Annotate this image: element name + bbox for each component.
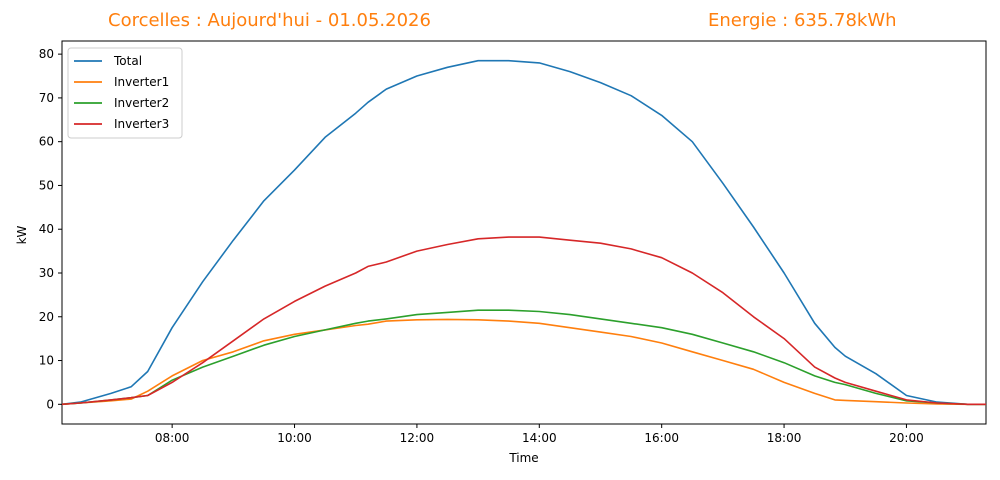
y-tick-label: 0: [46, 397, 54, 411]
y-tick-label: 80: [39, 47, 54, 61]
y-tick: 0: [46, 397, 62, 411]
series-line-total: [61, 59, 986, 406]
y-tick: 60: [39, 135, 62, 149]
series-line-inverter1: [61, 318, 986, 406]
legend-box: [67, 47, 183, 139]
x-tick: 16:00: [644, 424, 679, 445]
y-tick-label: 50: [39, 178, 54, 192]
x-tick: 18:00: [767, 424, 802, 445]
y-tick: 40: [39, 222, 62, 236]
x-tick: 10:00: [277, 424, 312, 445]
series-line-inverter2: [61, 309, 986, 406]
y-tick-label: 70: [39, 91, 54, 105]
legend-label: Total: [113, 54, 142, 68]
x-tick: 08:00: [155, 424, 190, 445]
y-tick-label: 10: [39, 354, 54, 368]
y-tick-label: 20: [39, 310, 54, 324]
y-tick: 70: [39, 91, 62, 105]
chart-title-right: Energie : 635.78kWh: [708, 10, 897, 31]
x-tick-label: 10:00: [277, 431, 312, 445]
x-tick-label: 18:00: [767, 431, 802, 445]
x-tick-label: 08:00: [155, 431, 190, 445]
y-tick: 10: [39, 354, 62, 368]
x-tick-label: 20:00: [889, 431, 924, 445]
x-tick-label: 14:00: [522, 431, 557, 445]
y-tick: 80: [39, 47, 62, 61]
plot-area: [61, 40, 987, 425]
legend-label: Inverter3: [114, 117, 169, 131]
y-axis-label: kW: [15, 225, 29, 244]
x-tick-label: 12:00: [400, 431, 435, 445]
series-line-inverter3: [61, 236, 986, 406]
x-axis-label: Time: [508, 451, 538, 465]
y-tick: 50: [39, 178, 62, 192]
legend-item-inverter2: Inverter2: [74, 96, 169, 110]
y-tick: 20: [39, 310, 62, 324]
y-tick-label: 40: [39, 222, 54, 236]
legend-label: Inverter1: [114, 75, 169, 89]
x-tick: 12:00: [400, 424, 435, 445]
legend-item-total: Total: [74, 54, 142, 68]
chart-title-left: Corcelles : Aujourd'hui - 01.05.2026: [108, 10, 431, 31]
legend-label: Inverter2: [114, 96, 169, 110]
y-tick: 30: [39, 266, 62, 280]
legend-item-inverter3: Inverter3: [74, 117, 169, 131]
x-tick: 20:00: [889, 424, 924, 445]
legend-item-inverter1: Inverter1: [74, 75, 169, 89]
x-tick: 14:00: [522, 424, 557, 445]
y-tick-label: 30: [39, 266, 54, 280]
y-tick-label: 60: [39, 135, 54, 149]
legend: Total Inverter1 Inverter2 Inverter3: [67, 47, 183, 139]
x-tick-label: 16:00: [644, 431, 679, 445]
